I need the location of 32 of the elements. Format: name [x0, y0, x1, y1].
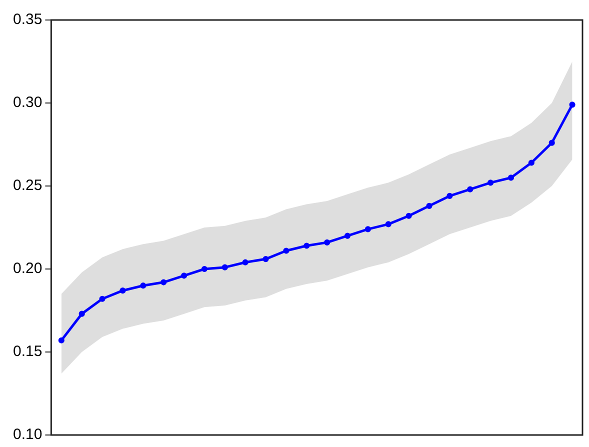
- point: [364, 226, 371, 232]
- point: [78, 310, 85, 317]
- y-tick-label: 0.25: [12, 177, 42, 194]
- point: [222, 264, 228, 270]
- point: [283, 248, 290, 254]
- point: [242, 259, 248, 266]
- y-tick-label: 0.35: [12, 11, 42, 28]
- point: [99, 296, 106, 302]
- point: [140, 282, 146, 289]
- point: [446, 192, 453, 200]
- y-tick-label: 0.15: [12, 343, 42, 360]
- point: [304, 242, 310, 249]
- y-tick-label: 0.10: [12, 426, 42, 444]
- point: [426, 202, 432, 209]
- point: [120, 288, 126, 294]
- point: [385, 221, 392, 228]
- point: [180, 272, 188, 279]
- point: [569, 102, 576, 108]
- point: [262, 256, 269, 262]
- y-tick-label: 0.20: [12, 260, 42, 278]
- point: [58, 337, 64, 344]
- point: [508, 174, 514, 181]
- y-tick-label: 0.30: [12, 94, 42, 112]
- point: [467, 186, 474, 192]
- point: [406, 212, 412, 219]
- point: [160, 279, 167, 286]
- point: [548, 140, 555, 146]
- point: [324, 239, 330, 246]
- point: [528, 160, 534, 166]
- point: [344, 232, 351, 239]
- point: [201, 266, 208, 272]
- point: [487, 180, 494, 186]
